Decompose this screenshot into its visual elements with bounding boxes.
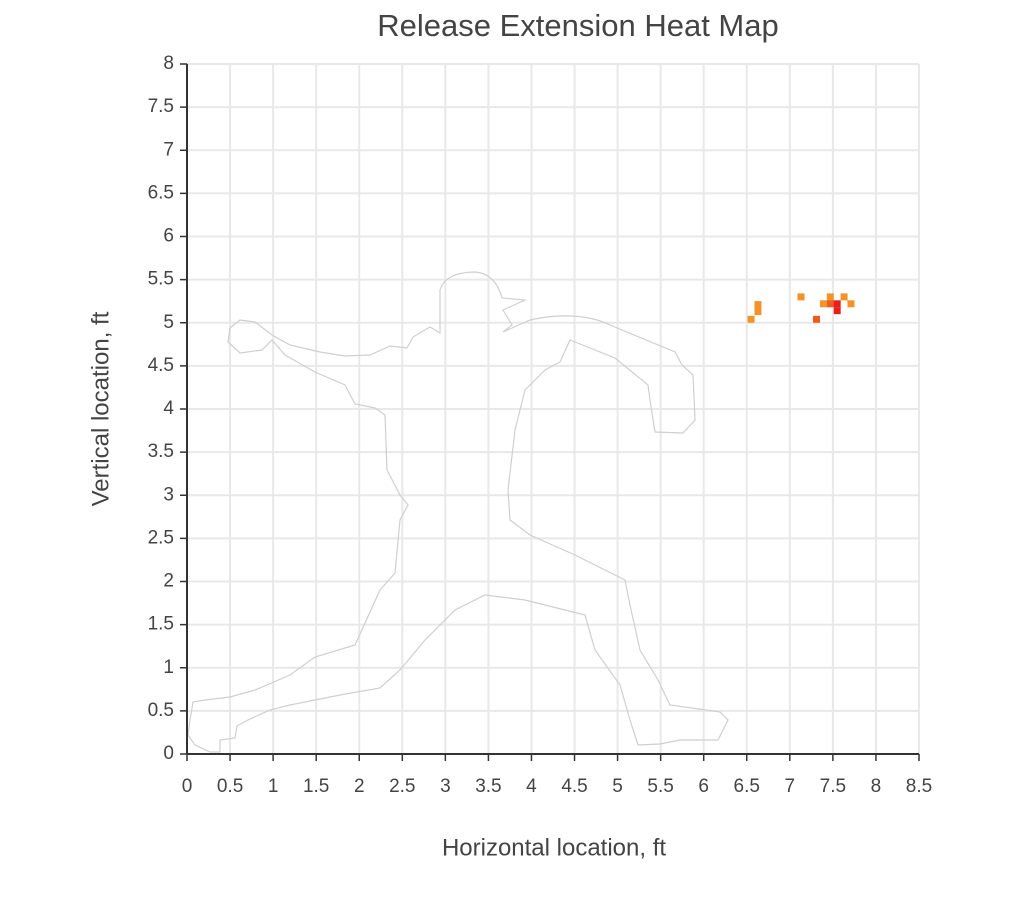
y-tick-label: 5 xyxy=(163,312,174,333)
x-tick-label: 8.5 xyxy=(906,776,932,797)
y-tick-label: 3 xyxy=(163,484,174,505)
x-tick-label: 7 xyxy=(785,776,796,797)
x-tick-label: 0.5 xyxy=(217,776,243,797)
x-tick-label: 8 xyxy=(871,776,882,797)
heat-cell xyxy=(813,315,821,323)
x-tick-label: 2.5 xyxy=(389,776,415,797)
x-tick-label: 4 xyxy=(526,776,537,797)
heat-cell xyxy=(754,301,762,309)
y-tick-label: 6 xyxy=(163,226,174,247)
heat-cell xyxy=(754,308,762,316)
heat-cell xyxy=(826,293,834,301)
x-tick-label: 0 xyxy=(182,776,193,797)
y-tick-label: 2 xyxy=(163,571,174,592)
x-tick-label: 2 xyxy=(354,776,365,797)
y-tick-label: 8 xyxy=(163,53,174,74)
heat-cell xyxy=(833,300,841,308)
y-tick-label: 7 xyxy=(163,139,174,160)
x-tick-label: 5 xyxy=(612,776,623,797)
heat-cell xyxy=(797,293,805,301)
heat-cell xyxy=(747,315,755,323)
cells xyxy=(747,293,855,323)
y-tick-label: 0.5 xyxy=(148,700,174,721)
heat-cell xyxy=(833,307,841,315)
y-tick-label: 7.5 xyxy=(148,96,174,117)
grid xyxy=(186,63,920,755)
x-tick-label: 5.5 xyxy=(647,776,673,797)
x-tick-label: 1 xyxy=(268,776,279,797)
x-tick-label: 1.5 xyxy=(303,776,329,797)
y-tick-label: 1 xyxy=(163,657,174,678)
axes: 0 0.5 1 1.5 2 2.5 3 3.5 4 4.5 5 5.5 6 6.5 7 7.5 8 8.5 0 0.5… xyxy=(148,53,933,797)
heat-cell xyxy=(819,300,827,308)
chart-title: Release Extension Heat Map xyxy=(377,8,779,43)
heat-cell xyxy=(847,300,855,308)
x-tick-label: 6 xyxy=(698,776,709,797)
y-tick-label: 6.5 xyxy=(148,182,174,203)
pitcher-silhouette xyxy=(187,271,729,753)
heat-cell xyxy=(826,300,834,308)
y-tick-label: 3.5 xyxy=(148,441,174,462)
y-tick-label: 0 xyxy=(163,743,174,764)
x-axis-title: Horizontal location, ft xyxy=(442,834,666,861)
y-axis-title: Vertical location, ft xyxy=(87,311,114,506)
y-tick-label: 5.5 xyxy=(148,269,174,290)
x-tick-label: 7.5 xyxy=(820,776,846,797)
x-tick-label: 3.5 xyxy=(475,776,501,797)
x-tick-label: 3 xyxy=(440,776,451,797)
heat-cell xyxy=(840,293,848,301)
x-tick-label: 6.5 xyxy=(734,776,760,797)
y-tick-label: 1.5 xyxy=(148,614,174,635)
y-tick-label: 2.5 xyxy=(148,527,174,548)
y-tick-label: 4.5 xyxy=(148,355,174,376)
x-tick-label: 4.5 xyxy=(561,776,587,797)
y-tick-label: 4 xyxy=(163,398,174,419)
